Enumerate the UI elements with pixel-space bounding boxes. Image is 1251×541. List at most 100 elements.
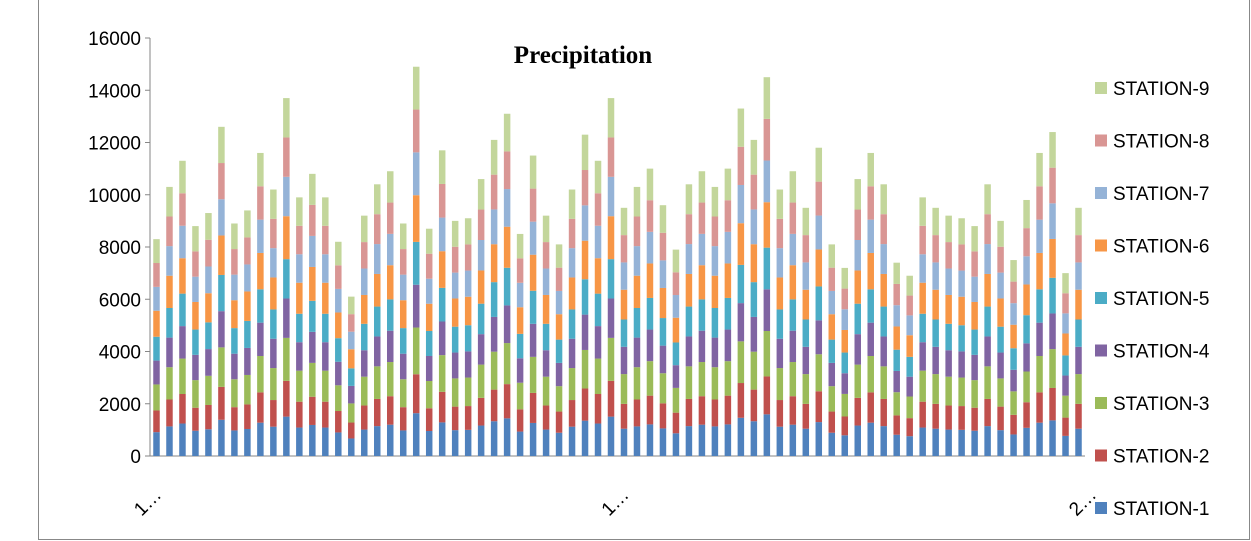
bar-segment — [568, 189, 576, 219]
bar-segment — [257, 392, 264, 423]
bar-segment — [205, 322, 212, 350]
bar-segment — [490, 351, 498, 390]
bar-segment — [1075, 403, 1082, 429]
bar-segment — [945, 268, 952, 295]
bar-segment — [361, 242, 368, 269]
bar-segment — [763, 118, 771, 161]
bar-segment — [361, 429, 368, 456]
bar-segment — [283, 137, 290, 177]
bar-segment — [477, 303, 485, 335]
bar-segment — [607, 380, 615, 417]
bar-segment — [490, 139, 498, 175]
bar-segment — [802, 289, 810, 320]
bar-segment — [685, 426, 693, 456]
bar-segment — [1036, 355, 1043, 393]
bar-segment — [451, 220, 459, 247]
bar-segment — [153, 239, 160, 264]
bar-segment — [958, 296, 965, 326]
bar-segment — [698, 362, 706, 397]
x-axis-ticks: 1… 1… 2… — [130, 485, 1101, 521]
bar-segment — [361, 350, 368, 377]
bar-segment — [1036, 289, 1043, 323]
bar-segment — [503, 226, 511, 268]
bar-segment — [711, 337, 719, 368]
bar-segment — [737, 223, 745, 265]
bar-segment — [218, 199, 225, 236]
bar-segment — [257, 289, 264, 323]
bar-segment — [620, 346, 628, 375]
bar-segment — [399, 223, 407, 250]
bar-segment — [620, 289, 628, 320]
bar-segment — [971, 329, 978, 355]
y-tick-label: 4000 — [99, 343, 141, 364]
bar-segment — [361, 323, 368, 351]
bar-segment — [607, 98, 615, 138]
bar-segment — [257, 152, 264, 187]
bar-segment — [880, 366, 887, 399]
bar-segment — [776, 248, 784, 278]
bar-segment — [399, 430, 407, 456]
bar-segment — [620, 262, 628, 290]
bar-segment — [477, 334, 485, 365]
bar-segment — [361, 215, 368, 243]
bar-segment — [244, 404, 251, 429]
bar-segment — [776, 277, 784, 310]
bar-segment — [283, 216, 290, 260]
bar-segment — [958, 218, 965, 245]
bar-segment — [789, 330, 797, 363]
bar-segment — [763, 289, 771, 331]
bar-segment — [322, 197, 329, 226]
bar-segment — [1023, 402, 1030, 428]
bar-segment — [737, 383, 745, 418]
bar-segment — [1049, 132, 1056, 168]
bar-segment — [361, 405, 368, 430]
bar-segment — [503, 343, 511, 385]
bar-segment — [542, 405, 550, 430]
bar-segment — [270, 368, 277, 401]
bar-segment — [802, 262, 810, 290]
bar-segment — [1010, 324, 1017, 349]
bar-segment — [503, 113, 511, 152]
bar-segment — [776, 338, 784, 369]
bar-segment — [698, 233, 706, 266]
bar-segment — [893, 392, 900, 416]
bar-segment — [218, 311, 225, 348]
bar-segment — [776, 309, 784, 339]
bar-segment — [1023, 371, 1030, 403]
bar-segment — [529, 290, 537, 324]
bar-segment — [867, 355, 874, 393]
bar-segment — [192, 430, 199, 456]
bar-segment — [724, 263, 732, 298]
bar-segment — [906, 335, 913, 357]
bar-segment — [893, 349, 900, 371]
bar-segment — [880, 336, 887, 367]
bar-segment — [685, 273, 693, 307]
bar-segment — [296, 225, 303, 255]
bar-segment — [750, 139, 758, 175]
bar-segment — [309, 331, 316, 363]
bar-segment — [984, 366, 991, 399]
y-tick-label: 16000 — [88, 29, 141, 50]
bar-segment — [958, 244, 965, 271]
bar-segment — [257, 186, 264, 220]
bar-segment — [971, 301, 978, 330]
bar-segment — [581, 349, 589, 389]
bar-segment — [802, 346, 810, 375]
bar-segment — [893, 283, 900, 306]
bar-segment — [893, 415, 900, 435]
bar-segment — [620, 374, 628, 404]
bar-segment — [322, 225, 329, 255]
bar-segment — [997, 406, 1004, 431]
bar-segment — [386, 330, 394, 363]
bar-segment — [997, 220, 1004, 247]
legend-label: STATION-4 — [1113, 342, 1210, 363]
bar-segment — [607, 216, 615, 260]
legend-swatch — [1095, 82, 1107, 94]
bar-segment — [828, 314, 836, 340]
bar-segment — [231, 353, 238, 380]
bar-segment — [568, 400, 576, 427]
bar-segment — [633, 186, 641, 217]
bar-segment — [659, 403, 667, 429]
bar-segment — [451, 378, 459, 407]
bar-segment — [672, 365, 680, 388]
